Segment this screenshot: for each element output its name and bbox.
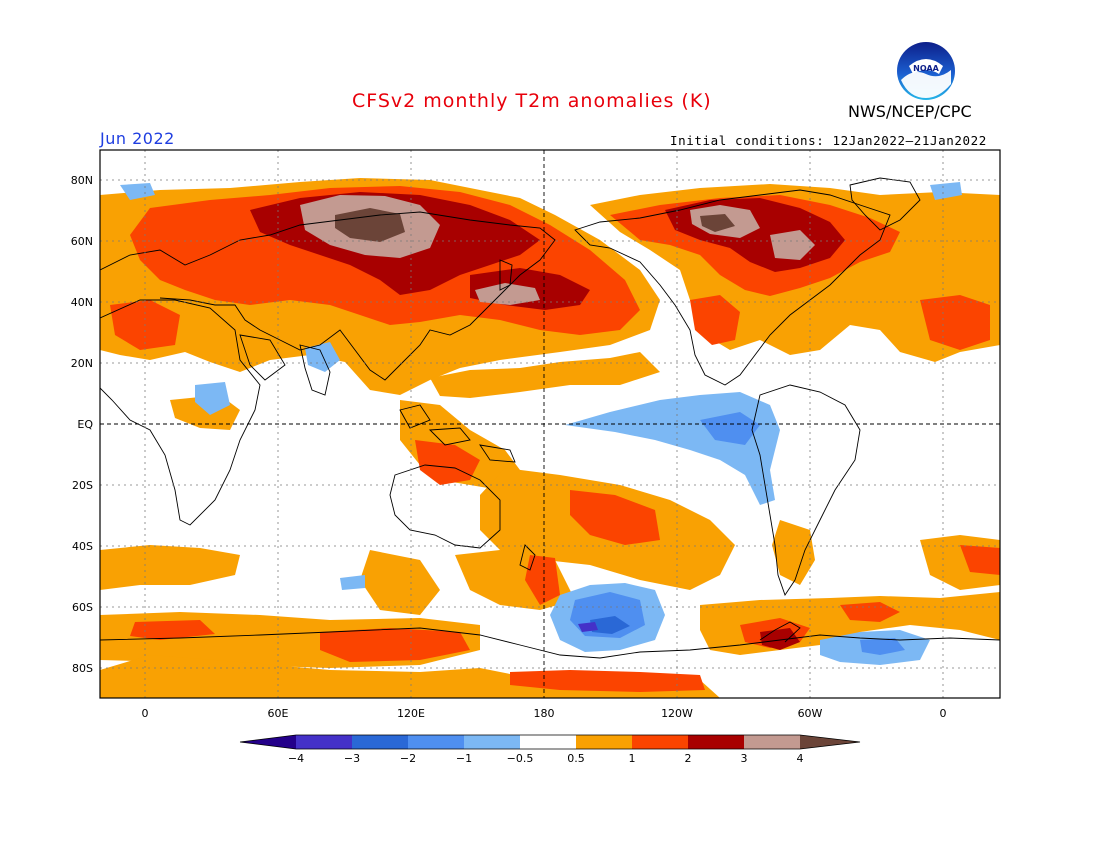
colorbar-label: −1	[456, 752, 472, 765]
colorbar-bin	[464, 735, 520, 749]
lon-label: 60W	[798, 707, 823, 720]
forecast-month-label: Jun 2022	[100, 129, 175, 148]
lat-label: EQ	[77, 418, 93, 431]
map-title: CFSv2 monthly T2m anomalies (K)	[352, 90, 712, 112]
colorbar-bin	[744, 735, 800, 749]
colorbar-bin	[688, 735, 744, 749]
organization-label: NWS/NCEP/CPC	[848, 102, 972, 121]
colorbar-bin	[632, 735, 688, 749]
longitude-labels: 0 60E 120E 180 120W 60W 0	[142, 707, 947, 720]
equator-dateline	[100, 150, 1000, 698]
initial-conditions-label: Initial conditions: 12Jan2022–21Jan2022	[670, 133, 987, 148]
lon-label: 120W	[661, 707, 693, 720]
lon-label: 120E	[397, 707, 425, 720]
lat-label: 60S	[72, 601, 93, 614]
lon-label: 0	[142, 707, 149, 720]
lat-label: 80N	[71, 174, 93, 187]
colorbar-bin	[408, 735, 464, 749]
map-frame	[99, 149, 1001, 699]
colorbar-bin	[520, 735, 576, 749]
colorbar-label: −2	[400, 752, 416, 765]
lat-label: 20S	[72, 479, 93, 492]
lat-label: 40N	[71, 296, 93, 309]
coastlines	[100, 177, 1000, 659]
colorbar-label: −3	[344, 752, 360, 765]
colorbar-label: 2	[685, 752, 692, 765]
colorbar-label: −0.5	[507, 752, 534, 765]
colorbar-bin	[240, 735, 296, 749]
colorbar-bin	[352, 735, 408, 749]
noaa-logo-text: NOAA	[913, 64, 939, 73]
anomaly-negative-strong	[590, 616, 630, 634]
latitude-labels: 80N 60N 40N 20N EQ 20S 40S 60S 80S	[71, 174, 94, 675]
lat-label: 20N	[71, 357, 93, 370]
colorbar-bin	[576, 735, 632, 749]
noaa-logo-icon: NOAA	[897, 42, 955, 100]
colorbar-label: 1	[629, 752, 636, 765]
lat-label: 40S	[72, 540, 93, 553]
anomaly-negative-very-strong	[578, 622, 598, 632]
colorbar-label: 4	[797, 752, 804, 765]
lon-label: 60E	[268, 707, 289, 720]
colorbar-legend: −4 −3 −2 −1 −0.5 0.5 1 2 3 4	[239, 734, 861, 765]
colorbar-label: 3	[741, 752, 748, 765]
colorbar-bin	[296, 735, 352, 749]
lon-label: 0	[940, 707, 947, 720]
anomaly-positive-extreme	[335, 208, 735, 242]
lat-label: 80S	[72, 662, 93, 675]
colorbar-label: 0.5	[567, 752, 585, 765]
colorbar-bin	[800, 735, 860, 749]
lat-label: 60N	[71, 235, 93, 248]
grid-lines	[100, 150, 1000, 698]
colorbar-label: −4	[288, 752, 304, 765]
lon-label: 180	[534, 707, 555, 720]
